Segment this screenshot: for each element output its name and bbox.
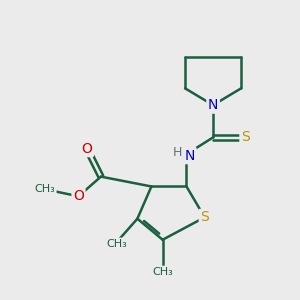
Text: CH₃: CH₃ <box>152 267 173 277</box>
Text: O: O <box>73 189 84 203</box>
Text: O: O <box>82 142 92 156</box>
Text: H: H <box>173 146 182 159</box>
Text: S: S <box>200 210 209 224</box>
Text: N: N <box>184 148 195 163</box>
Text: S: S <box>241 130 250 144</box>
Text: CH₃: CH₃ <box>106 239 127 249</box>
Text: CH₃: CH₃ <box>34 184 55 194</box>
Text: N: N <box>208 98 218 112</box>
